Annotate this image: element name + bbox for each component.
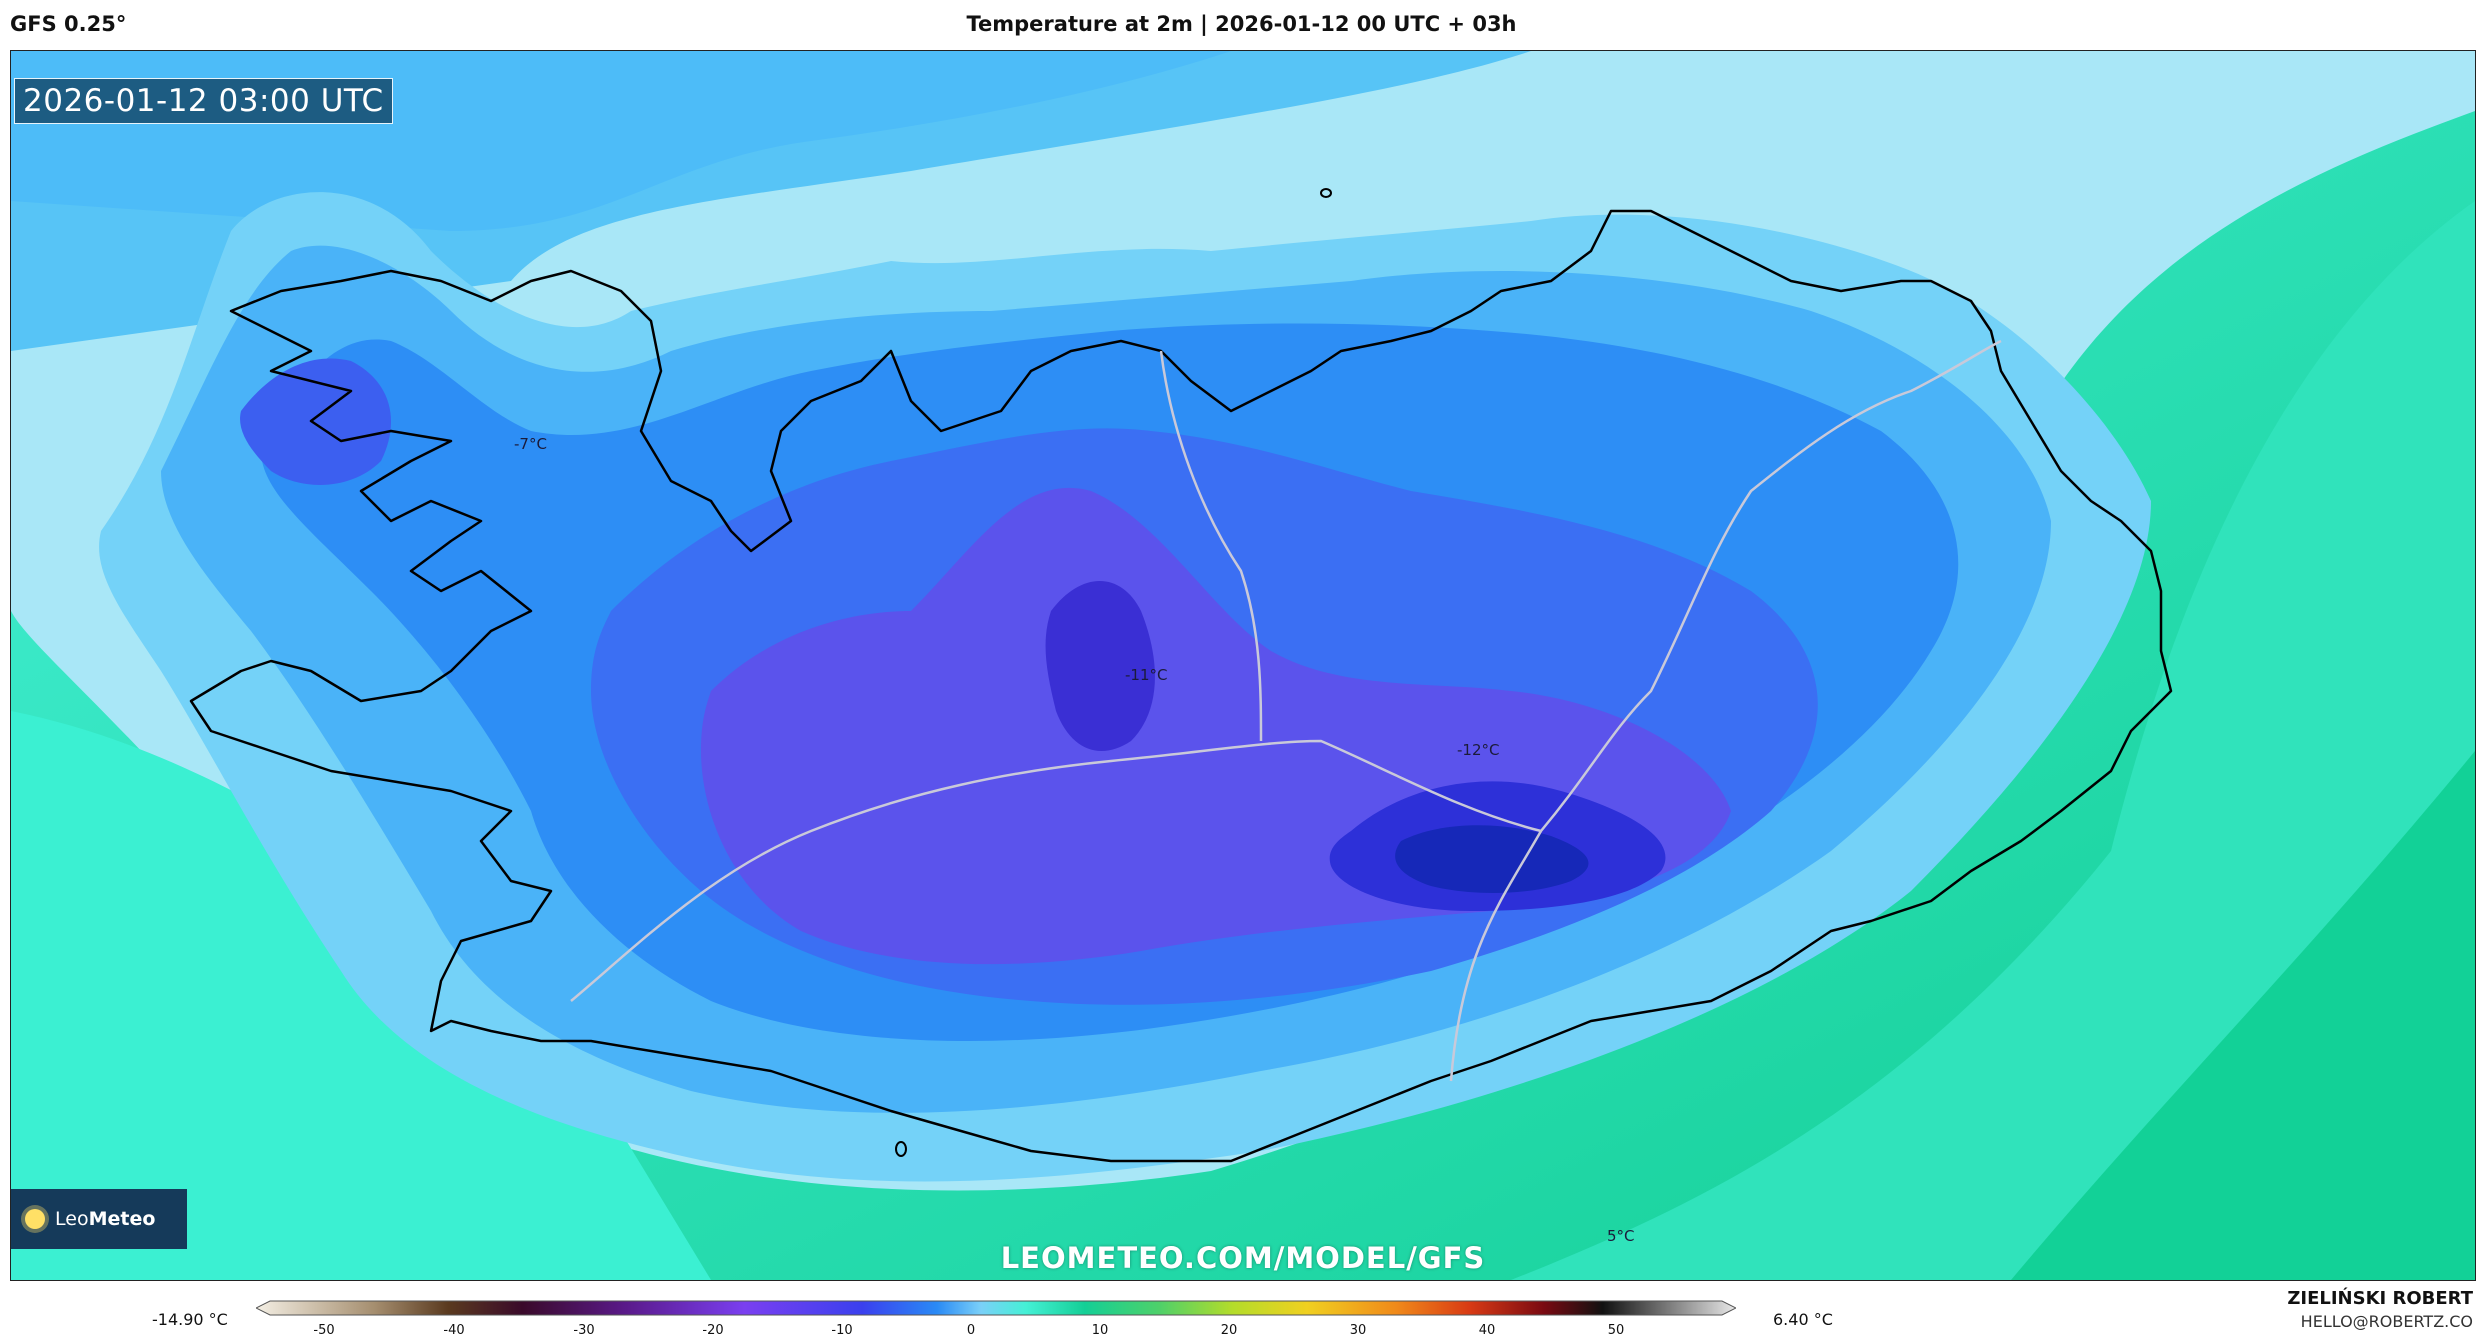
colorbar-min-label: -14.90 °C [152,1310,228,1329]
colorbar-tick: -40 [443,1323,465,1338]
temp-label-center: -11°C [1125,666,1168,684]
colorbar-tick: -10 [831,1323,853,1338]
temperature-map[interactable]: 2026-01-12 03:00 UTC -7°C -11°C -12°C 5°… [10,50,2476,1281]
valid-time-badge: 2026-01-12 03:00 UTC [14,78,393,124]
colorbar-tick: 40 [1478,1323,1496,1338]
author-email[interactable]: HELLO@ROBERTZ.CO [2300,1312,2473,1331]
east-coldest-core [1395,825,1589,893]
colorbar-tick: 10 [1091,1323,1109,1338]
colorbar-tick: -20 [702,1323,724,1338]
temperature-colorbar [256,1300,1736,1316]
colorbar-tick: 50 [1607,1323,1625,1338]
center-cold-core [1045,581,1155,751]
west-fjords-cold [240,358,391,485]
vestmannaeyjar-island [895,1141,907,1157]
ring-road [570,339,2002,1002]
colorbar-tick: 30 [1349,1323,1367,1338]
temp-label-west: -7°C [514,435,547,453]
colorbar-tick: -30 [573,1323,595,1338]
grimsey-island [1320,188,1332,198]
colorbar-max-label: 6.40 °C [1773,1310,1833,1329]
iceland-coastline [189,209,2173,1163]
sun-icon [25,1209,45,1229]
temp-label-east: -12°C [1457,741,1500,759]
far-southeast-sea [2011,751,2475,1280]
colorbar-tick: 20 [1220,1323,1238,1338]
website-watermark: LEOMETEO.COM/MODEL/GFS [1000,1241,1486,1275]
inland-road [1159,350,1543,1082]
model-label: GFS 0.25° [10,12,127,36]
temp-label-south: 5°C [1607,1227,1635,1245]
colorbar-tick: 0 [966,1323,976,1338]
colorbar-tick: -50 [313,1323,335,1338]
leometeo-logo[interactable]: LeoMeteo [11,1189,187,1249]
author-name: ZIELIŃSKI ROBERT [2287,1288,2473,1309]
map-title: Temperature at 2m | 2026-01-12 00 UTC + … [966,12,1517,36]
map-canvas [11,51,2475,1280]
southeast-sea [1511,201,2475,1280]
logo-text: LeoMeteo [55,1208,156,1230]
